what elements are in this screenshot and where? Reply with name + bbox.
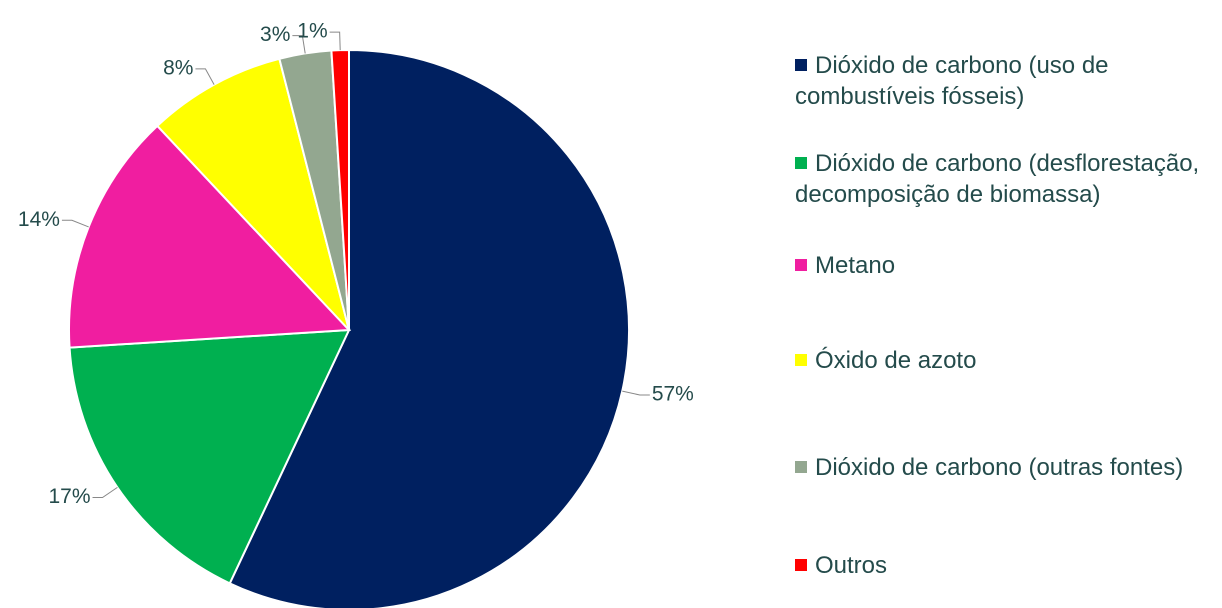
legend-swatch <box>795 259 807 271</box>
legend-label: Metano <box>815 252 896 279</box>
legend-swatch <box>795 559 807 571</box>
legend-swatch <box>795 59 807 71</box>
chart: 57% 17% 14% 8% 3% 1% <box>18 20 694 608</box>
legend-label: Óxido de azoto <box>815 347 977 374</box>
data-label: 3% <box>260 23 290 46</box>
legend-entry: Óxido de azoto <box>795 345 1215 376</box>
pie-slice <box>330 48 350 331</box>
data-label: 57% <box>652 383 694 406</box>
data-label: 8% <box>163 56 193 79</box>
pie-slice <box>68 124 352 349</box>
leader-line <box>92 486 118 499</box>
legend-entry: Metano <box>795 250 1215 281</box>
legend-entry: Dióxido de carbono (uso de combustíveis … <box>795 50 1215 112</box>
legend-entry: Outros <box>795 550 1215 581</box>
legend-label: Dióxido de carbono (desflorestação, deco… <box>795 150 1200 208</box>
leader-line <box>292 35 306 54</box>
pie-slice <box>228 48 630 608</box>
leader-line <box>622 390 650 396</box>
data-label: 1% <box>297 20 327 43</box>
legend-entry: Dióxido de carbono (outras fontes) <box>795 452 1215 483</box>
legend-swatch <box>795 461 807 473</box>
legend-swatch <box>795 157 807 169</box>
legend-entry: Dióxido de carbono (desflorestação, deco… <box>795 148 1215 210</box>
pie-slice <box>155 57 350 331</box>
data-label: 14% <box>18 208 60 231</box>
data-label: 17% <box>48 485 90 508</box>
legend-label: Dióxido de carbono (outras fontes) <box>815 454 1184 481</box>
legend-label: Dióxido de carbono (uso de combustíveis … <box>795 52 1109 110</box>
legend-swatch <box>795 354 807 366</box>
leader-line <box>61 219 89 228</box>
leader-line <box>329 31 341 51</box>
leader-line <box>195 68 215 85</box>
legend-label: Outros <box>815 552 888 579</box>
